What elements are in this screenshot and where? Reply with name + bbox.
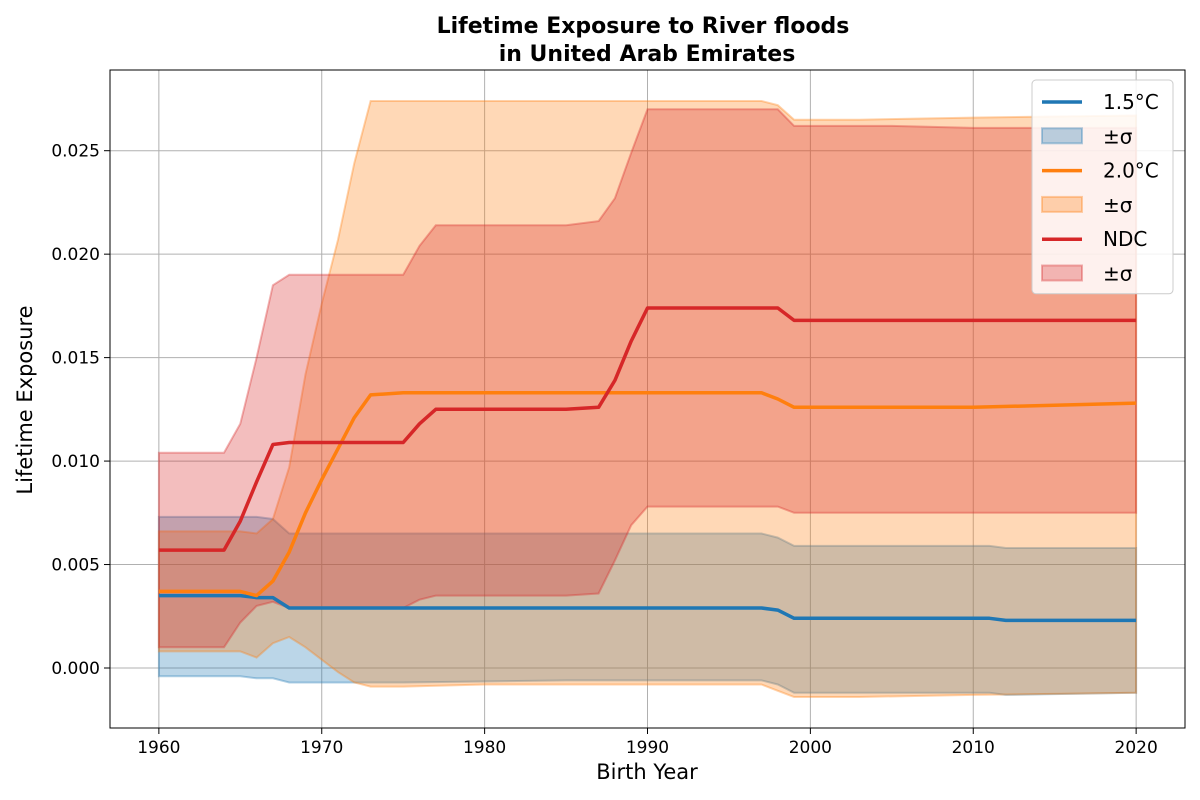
line-s15 [158, 593, 1137, 623]
tick-layer: 1960 1970 1980 1990 2000 2010 2020 0.000 0.005 0.… [51, 142, 1157, 758]
legend-band-swatch [1041, 195, 1083, 213]
x-tick-label: 1990 [626, 738, 669, 758]
y-axis-label: Lifetime Exposure [13, 305, 37, 494]
band-s15 [157, 515, 1138, 696]
line-layer [158, 306, 1137, 623]
legend: 1.5°C ±σ 2.0°C ±σ NDC ±σ [1031, 79, 1174, 295]
legend-band-swatch [1041, 127, 1083, 145]
x-tick-label: 1960 [137, 738, 180, 758]
y-tick-label: 0.015 [51, 349, 100, 369]
legend-label: NDC [1103, 227, 1147, 251]
x-tick-label: 2020 [1115, 738, 1158, 758]
y-tick-label: 0.010 [51, 452, 100, 472]
y-tick-label: 0.000 [51, 659, 100, 679]
legend-band-swatch [1041, 264, 1083, 282]
y-tick-label: 0.005 [51, 556, 100, 576]
chart-title-line1: Lifetime Exposure to River floods [437, 14, 850, 39]
legend-label: ±σ [1103, 262, 1133, 286]
y-tick-label: 0.020 [51, 245, 100, 265]
x-tick-label: 2000 [789, 738, 832, 758]
line-s20 [158, 391, 1137, 598]
y-tick-label: 0.025 [51, 142, 100, 162]
legend-label: 1.5°C [1103, 90, 1159, 114]
legend-label: ±σ [1103, 124, 1133, 148]
band-s20 [157, 100, 1138, 698]
legend-label: ±σ [1103, 193, 1133, 217]
legend-label: 2.0°C [1103, 159, 1159, 183]
x-axis-label: Birth Year [596, 760, 698, 784]
band-layer [157, 100, 1138, 698]
line-ndc [158, 306, 1137, 552]
x-tick-label: 1980 [463, 738, 506, 758]
grid-layer [110, 70, 1185, 728]
x-tick-label: 2010 [952, 738, 995, 758]
x-tick-label: 1970 [300, 738, 343, 758]
chart-title-line2: in United Arab Emirates [499, 42, 796, 67]
